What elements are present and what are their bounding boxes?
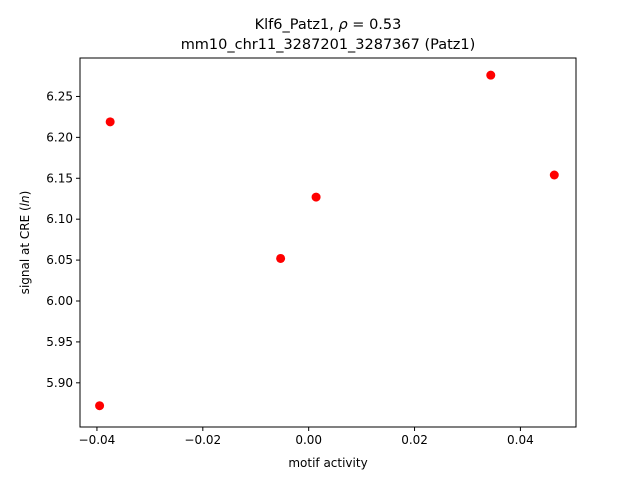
y-tick-label: 6.20: [46, 130, 73, 144]
y-axis-label-prefix: signal at CRE (: [18, 206, 32, 294]
x-tick-label: 0.00: [295, 433, 322, 447]
rho-symbol: ρ: [338, 17, 348, 33]
chart-title-suffix: = 0.53: [348, 17, 402, 33]
y-axis-label: signal at CRE (ln): [18, 191, 32, 295]
y-axis-label-italic: ln: [18, 195, 32, 206]
x-axis-ticks: −0.04 −0.02 0.00 0.02 0.04: [79, 427, 534, 447]
y-tick-label: 6.25: [46, 89, 73, 103]
data-points: [95, 70, 559, 411]
y-axis-ticks: 5.90 5.95 6.00 6.05 6.10 6.15 6.20 6.25: [46, 89, 80, 390]
y-tick-label: 5.95: [46, 335, 73, 349]
chart-title-line1: Klf6_Patz1, ρ = 0.53: [255, 17, 402, 33]
scatter-point: [486, 70, 496, 80]
chart-title-line2: mm10_chr11_3287201_3287367 (Patz1): [181, 37, 476, 53]
x-axis-label: motif activity: [288, 456, 367, 470]
x-tick-label: −0.02: [184, 433, 221, 447]
y-tick-label: 6.10: [46, 212, 73, 226]
axes-frame: [79, 57, 577, 428]
y-axis-label-suffix: ): [18, 191, 32, 196]
y-tick-label: 5.90: [46, 376, 73, 390]
x-tick-label: −0.04: [79, 433, 116, 447]
scatter-point: [549, 170, 559, 180]
x-tick-label: 0.02: [401, 433, 428, 447]
scatter-point: [105, 117, 115, 127]
chart-title-prefix: Klf6_Patz1,: [255, 17, 339, 33]
x-tick-label: 0.04: [507, 433, 534, 447]
y-tick-label: 6.00: [46, 294, 73, 308]
y-tick-label: 6.15: [46, 171, 73, 185]
scatter-point: [276, 253, 286, 263]
y-tick-label: 6.05: [46, 253, 73, 267]
scatter-point: [95, 401, 105, 411]
scatter-point: [311, 192, 321, 202]
